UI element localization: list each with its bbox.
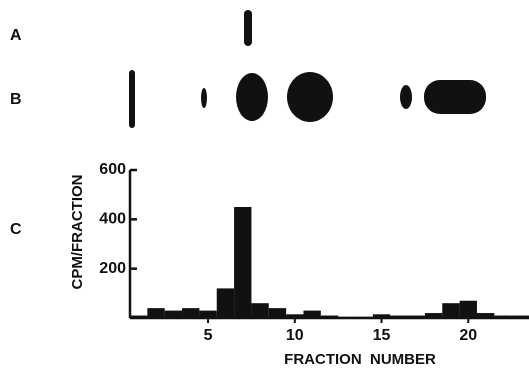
bar (199, 311, 216, 318)
bar (373, 314, 390, 318)
bar (217, 288, 234, 318)
gel-band (129, 70, 135, 128)
gel-band (287, 72, 333, 122)
bar (356, 317, 373, 318)
bar (460, 301, 477, 318)
gel-band (244, 10, 252, 46)
y-tick-label: 400 (99, 211, 126, 228)
x-tick-label: 20 (459, 327, 477, 344)
bar (303, 311, 320, 318)
panel-label: C (10, 221, 22, 238)
bar (165, 311, 182, 318)
bar (286, 314, 303, 318)
gel-band (424, 80, 486, 114)
bar (442, 303, 459, 318)
gel-band (400, 85, 412, 109)
gel-bands (129, 10, 486, 128)
bar (425, 313, 442, 318)
x-tick-label: 5 (204, 327, 213, 344)
bar (390, 316, 407, 318)
y-axis-label: CPM/FRACTION (69, 175, 86, 290)
y-tick-label: 600 (99, 161, 126, 178)
bar (512, 316, 529, 318)
x-tick-label: 15 (373, 327, 391, 344)
bar (321, 316, 338, 318)
panel-label: B (10, 91, 22, 108)
bar (269, 308, 286, 318)
x-tick-label: 10 (286, 327, 304, 344)
bar (130, 316, 147, 318)
figure: A B C FRACTION NUMBER CPM/FRACTION 200 40… (0, 0, 529, 378)
bar (182, 308, 199, 318)
bar (494, 316, 511, 318)
x-axis-label: FRACTION NUMBER (284, 351, 436, 368)
gel-band (236, 73, 268, 121)
bar (251, 303, 268, 318)
panel-label: A (10, 27, 22, 44)
bar (477, 313, 494, 318)
y-tick-label: 200 (99, 260, 126, 277)
bar (408, 316, 425, 318)
gel-band (201, 88, 207, 108)
bar (338, 317, 355, 318)
bar (234, 207, 251, 318)
bar (147, 308, 164, 318)
